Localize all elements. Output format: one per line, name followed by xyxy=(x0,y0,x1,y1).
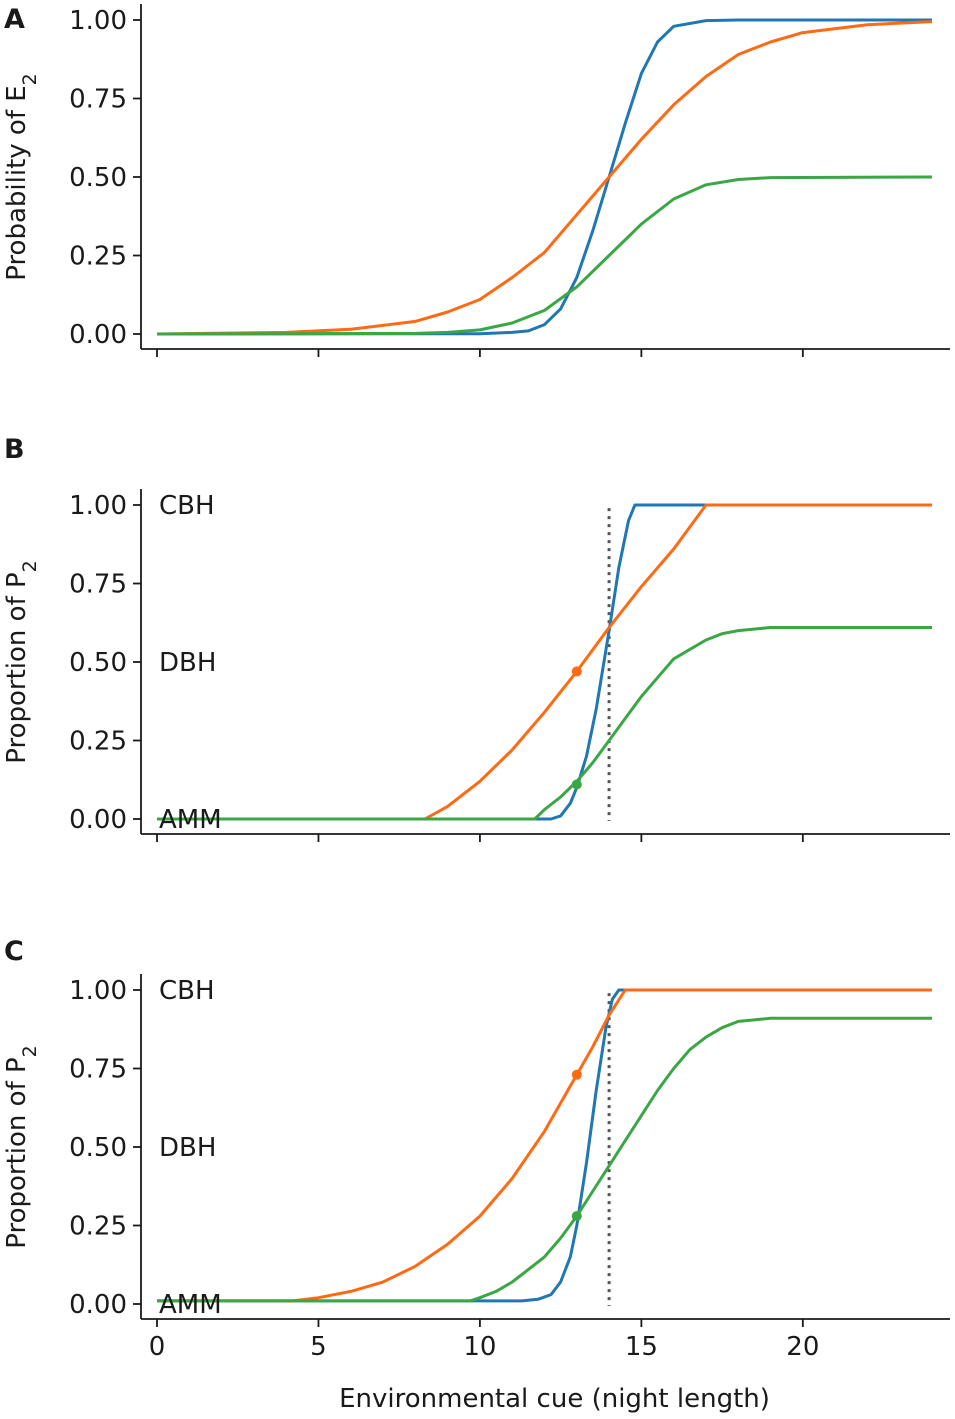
annotation-cbh: CBH xyxy=(159,491,215,521)
chart-panel-b: B 0.00 0.25 0.50 0.75 1.00 Proportion of P2 CBH… xyxy=(2,434,950,842)
x-tick-label: 15 xyxy=(625,1332,658,1362)
y-tick-label: 0.75 xyxy=(69,570,127,600)
annotation-cbh: CBH xyxy=(159,976,215,1006)
y-tick-label: 0.50 xyxy=(69,648,127,678)
x-tick-label: 10 xyxy=(463,1332,496,1362)
series-line-orange xyxy=(157,503,932,821)
y-tick-label: 0.00 xyxy=(69,320,127,350)
series-line-blue xyxy=(156,18,932,336)
data-point-green xyxy=(571,779,582,790)
panel-label: C xyxy=(4,936,24,967)
y-axis-label: Proportion of P2 xyxy=(2,1045,41,1249)
data-point-orange xyxy=(571,1069,582,1080)
y-tick-label: 0.25 xyxy=(69,242,127,272)
y-tick-label: 0.00 xyxy=(69,1290,127,1320)
series-line-orange xyxy=(156,20,933,336)
y-tick-label: 0.25 xyxy=(69,1212,127,1242)
y-tick-label: 1.00 xyxy=(69,6,127,36)
chart-panel-c: C 0.00 0.25 0.50 0.75 1.00 0 5 10 15 20 Proportion … xyxy=(2,936,950,1414)
y-axis-label: Proportion of P2 xyxy=(2,560,41,764)
annotation-dbh: DBH xyxy=(159,648,216,678)
y-axis-label: Probability of E2 xyxy=(2,73,41,281)
annotation-amm: AMM xyxy=(159,1290,222,1320)
annotation-amm: AMM xyxy=(159,805,222,835)
data-point-green xyxy=(571,1211,582,1222)
y-tick-label: 0.00 xyxy=(69,805,127,835)
x-axis-label: Environmental cue (night length) xyxy=(339,1384,770,1414)
y-tick-label: 0.50 xyxy=(69,1133,127,1163)
data-point-orange xyxy=(571,666,582,677)
series-line-green xyxy=(156,175,933,336)
panel-label: A xyxy=(4,4,25,35)
y-tick-label: 1.00 xyxy=(69,491,127,521)
x-tick-label: 0 xyxy=(149,1332,166,1362)
series-line-blue xyxy=(157,503,932,821)
panel-label: B xyxy=(4,434,25,465)
y-tick-label: 0.75 xyxy=(69,85,127,115)
y-tick-label: 0.25 xyxy=(69,727,127,757)
series-line-green xyxy=(157,626,932,821)
x-tick-label: 5 xyxy=(310,1332,327,1362)
x-tick-label: 20 xyxy=(786,1332,819,1362)
annotation-dbh: DBH xyxy=(159,1133,216,1163)
series-line-orange xyxy=(157,988,932,1303)
y-tick-label: 1.00 xyxy=(69,976,127,1006)
y-tick-label: 0.75 xyxy=(69,1055,127,1085)
chart-panel-a: A 0.00 0.25 0.50 0.75 1.00 Probability of E2 xyxy=(2,4,950,357)
y-tick-label: 0.50 xyxy=(69,163,127,193)
series-line-blue xyxy=(157,988,932,1303)
series-line-green xyxy=(157,1016,932,1303)
